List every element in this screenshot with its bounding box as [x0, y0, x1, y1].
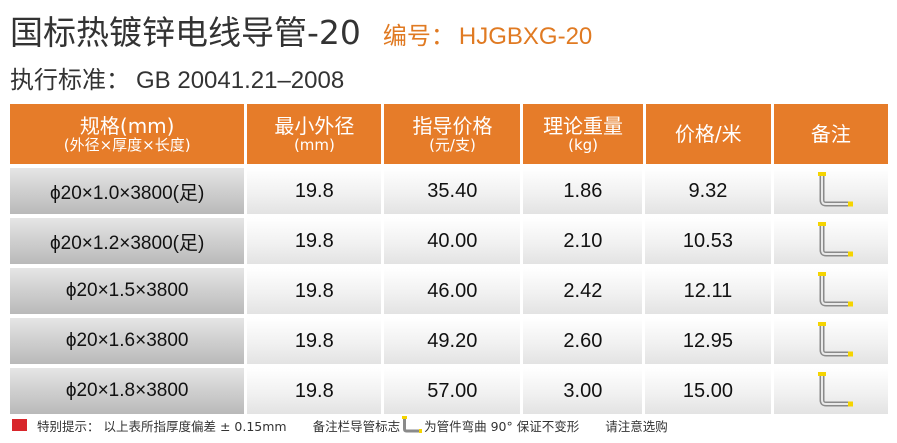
cell-weight: 2.42 [523, 268, 643, 314]
cell-price: 35.40 [384, 168, 521, 214]
spec-table: 规格(mm) (外径×厚度×长度) 最小外径 (mm) 指导价格 (元/支) 理… [10, 104, 888, 414]
cell-weight: 2.60 [523, 318, 643, 364]
header-weight-sub: (kg) [568, 135, 599, 154]
cell-spec: ϕ20×1.2×3800(足) [10, 218, 245, 264]
table-row: ϕ20×1.6×3800 19.8 49.20 2.60 12.95 [10, 318, 888, 364]
cell-min-od: 19.8 [247, 218, 382, 264]
cell-price: 40.00 [384, 218, 521, 264]
standard-row: 执行标准： GB 20041.21–2008 [10, 60, 344, 95]
cell-min-od: 19.8 [247, 268, 382, 314]
footer-note-suffix: 为管件弯曲 90° 保证不变形 [424, 418, 580, 434]
title-row: 国标热镀锌电线导管-20 编号： HJGBXG-20 [10, 6, 592, 52]
cell-price: 46.00 [384, 268, 521, 314]
code-label: 编号： [382, 22, 455, 50]
page-title: 国标热镀锌电线导管-20 [10, 13, 361, 52]
table-row: ϕ20×1.8×3800 19.8 57.00 3.00 15.00 [10, 368, 888, 414]
header-spec-sub: (外径×厚度×长度) [63, 135, 191, 154]
cell-spec: ϕ20×1.6×3800 [10, 318, 245, 364]
header-price: 指导价格 (元/支) [384, 104, 521, 164]
bent-conduit-icon [817, 372, 853, 407]
header-per-meter: 价格/米 [645, 104, 771, 164]
header-note-title: 备注 [810, 122, 851, 146]
cell-note [773, 268, 888, 314]
cell-price: 49.20 [384, 318, 521, 364]
table-row: ϕ20×1.0×3800(足) 19.8 35.40 1.86 9.32 [10, 168, 888, 214]
header-min-od-sub: (mm) [293, 135, 335, 154]
header-spec-title: 规格(mm) [79, 113, 175, 138]
bent-conduit-icon [817, 322, 853, 357]
header-weight: 理论重量 (kg) [523, 104, 643, 164]
cell-weight: 3.00 [523, 368, 643, 414]
cell-weight: 1.86 [523, 168, 643, 214]
cell-per-meter: 12.95 [645, 318, 771, 364]
header-min-od-title: 最小外径 [274, 113, 355, 138]
cell-spec: ϕ20×1.5×3800 [10, 268, 245, 314]
header-spec: 规格(mm) (外径×厚度×长度) [10, 104, 245, 164]
table-row: ϕ20×1.5×3800 19.8 46.00 2.42 12.11 [10, 268, 888, 314]
cell-min-od: 19.8 [247, 168, 382, 214]
footer-note-prefix: 备注栏导管标志 [312, 418, 401, 434]
header-weight-title: 理论重量 [543, 113, 624, 138]
cell-min-od: 19.8 [247, 368, 382, 414]
cell-spec: ϕ20×1.8×3800 [10, 368, 245, 414]
code-value: HJGBXG-20 [458, 23, 593, 50]
footer-advice: 请注意选购 [605, 418, 668, 434]
bent-conduit-icon [817, 272, 853, 307]
cell-weight: 2.10 [523, 218, 643, 264]
cell-per-meter: 12.11 [645, 268, 771, 314]
header-price-title: 指导价格 [412, 113, 493, 138]
footer-tip: 特别提示： 以上表所指厚度偏差 ± 0.15mm [37, 418, 287, 434]
cell-note [773, 218, 888, 264]
table-header: 规格(mm) (外径×厚度×长度) 最小外径 (mm) 指导价格 (元/支) 理… [10, 104, 888, 164]
header-per-meter-title: 价格/米 [674, 122, 742, 146]
cell-note [773, 168, 888, 214]
standard-label: 执行标准： [10, 66, 130, 94]
bent-conduit-icon [817, 222, 853, 257]
footer-note: 特别提示： 以上表所指厚度偏差 ± 0.15mm 备注栏导管标志 为管件弯曲 9… [12, 416, 668, 434]
cell-spec: ϕ20×1.0×3800(足) [10, 168, 245, 214]
bent-conduit-icon [817, 172, 853, 207]
cell-note [773, 368, 888, 414]
standard-value: GB 20041.21–2008 [136, 67, 345, 94]
cell-per-meter: 15.00 [645, 368, 771, 414]
header-price-sub: (元/支) [429, 135, 476, 154]
cell-price: 57.00 [384, 368, 521, 414]
cell-min-od: 19.8 [247, 318, 382, 364]
bent-conduit-icon [402, 416, 423, 433]
table-row: ϕ20×1.2×3800(足) 19.8 40.00 2.10 10.53 [10, 218, 888, 264]
red-marker-icon [12, 419, 27, 431]
cell-per-meter: 10.53 [645, 218, 771, 264]
cell-note [773, 318, 888, 364]
header-note: 备注 [773, 104, 888, 164]
header-min-od: 最小外径 (mm) [247, 104, 382, 164]
cell-per-meter: 9.32 [645, 168, 771, 214]
